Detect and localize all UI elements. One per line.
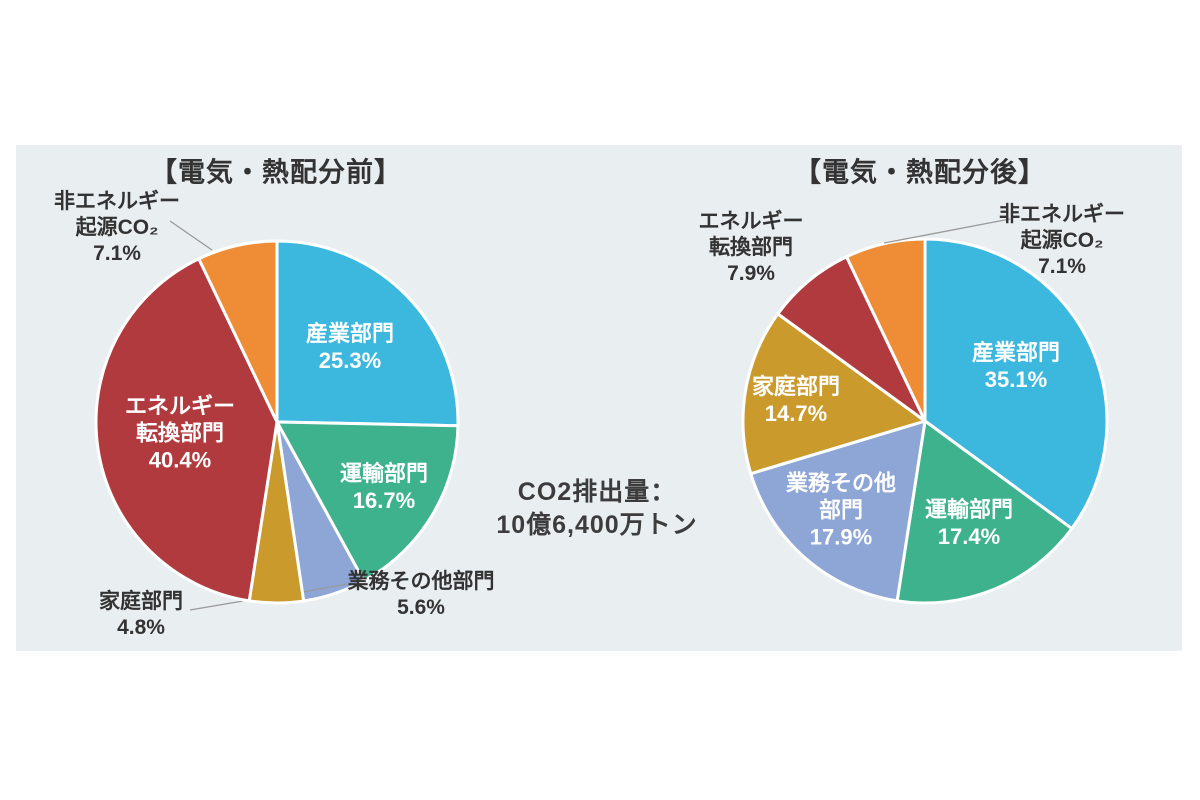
pie-group-1 xyxy=(741,218,1109,605)
pie-0-slice-非エネルギー起源CO2 xyxy=(197,239,279,424)
pie-0-slice-産業部門 xyxy=(275,239,460,428)
slice-label-エネルギー転換部門: エネルギー 転換部門 40.4% xyxy=(124,393,236,473)
slice-label-産業部門: 産業部門 35.1% xyxy=(971,340,1061,392)
pie-1-slice-業務その他部門 xyxy=(749,419,927,603)
pie-title-after-allocation: 【電気・熱配分後】 xyxy=(794,157,1046,188)
pie-0-slice-エネルギー転換部門 xyxy=(94,257,279,603)
slice-label-運輸部門: 運輸部門 17.4% xyxy=(924,497,1014,549)
slice-label-業務その他部門: 業務その他 部門 17.9% xyxy=(785,470,897,550)
slice-label-産業部門: 産業部門 25.3% xyxy=(305,321,395,373)
slice-label-非エネルギー起源CO2: 非エネルギー 起源CO₂ 7.1% xyxy=(54,190,180,265)
total-emissions-label: CO2排出量： xyxy=(517,478,677,506)
pie-group-0 xyxy=(94,220,460,611)
slice-label-業務その他部門: 業務その他部門 5.6% xyxy=(347,570,495,619)
pie-title-before-allocation: 【電気・熱配分前】 xyxy=(150,157,402,188)
pie-1-slice-産業部門 xyxy=(923,237,1109,531)
total-emissions-value: 10億6,400万トン xyxy=(496,511,698,539)
slice-label-エネルギー転換部門: エネルギー 転換部門 7.9% xyxy=(698,210,804,285)
pie-0-slice-運輸部門 xyxy=(275,420,460,583)
leader-line-家庭部門 xyxy=(189,600,244,611)
pie-1-slice-家庭部門 xyxy=(741,312,927,476)
slice-label-運輸部門: 運輸部門 16.7% xyxy=(339,461,429,513)
leader-line-非エネルギー起源CO2 xyxy=(169,220,213,251)
slice-label-家庭部門: 家庭部門 4.8% xyxy=(99,590,183,639)
pie-1-slice-エネルギー転換部門 xyxy=(776,255,927,423)
leader-line-非エネルギー起源CO2 xyxy=(883,218,1011,244)
pie-1-slice-運輸部門 xyxy=(895,419,1074,605)
slice-label-家庭部門: 家庭部門 14.7% xyxy=(751,374,841,426)
slice-label-非エネルギー起源CO2: 非エネルギー 起源CO₂ 7.1% xyxy=(999,203,1125,278)
